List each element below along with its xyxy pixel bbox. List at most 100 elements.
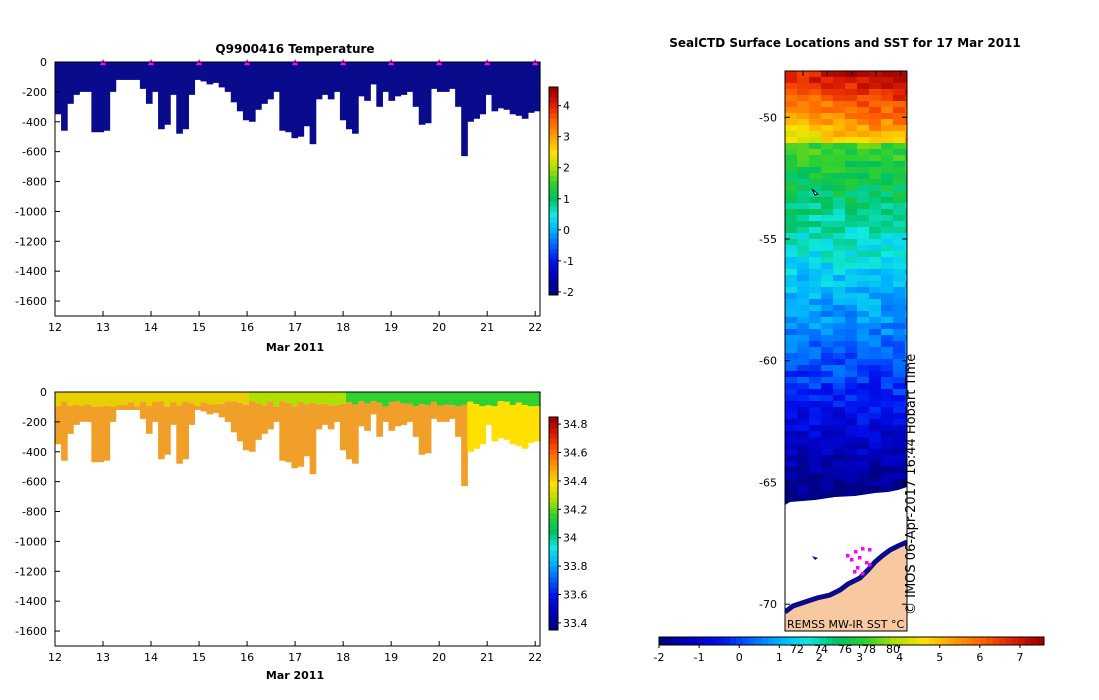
sst-cell [797, 77, 810, 84]
sst-cell [833, 173, 846, 180]
sst-cell [857, 119, 870, 126]
y-tick-label: -1600 [15, 625, 47, 638]
sst-cell [785, 473, 798, 480]
sst-cell [833, 347, 846, 354]
sst-cell [869, 119, 882, 126]
colorbar-segment [549, 191, 558, 197]
sst-cell [881, 401, 894, 408]
salinity-profile-bar [430, 401, 438, 419]
sst-cell [869, 131, 882, 138]
salinity-profile-bar [267, 401, 274, 430]
sst-cell [857, 161, 870, 168]
sst-cell [821, 389, 834, 396]
salinity-profile-bar [212, 404, 220, 413]
sst-cell [881, 197, 894, 204]
temperature-profile-bar [339, 62, 347, 121]
temperature-profile-bar [164, 62, 171, 125]
temperature-profile-bar [236, 62, 244, 112]
sst-cell [821, 431, 834, 438]
sst-cell [893, 197, 906, 204]
sst-cell [785, 449, 798, 456]
colorbar-segment [549, 97, 558, 104]
salinity-surface-layer [194, 392, 202, 407]
salinity-surface-layer [67, 392, 74, 406]
salinity-profile-bar [206, 404, 214, 415]
sst-cell [833, 389, 846, 396]
salinity-profile-bar [521, 405, 529, 449]
sst-cell [881, 281, 894, 288]
seal-location-marker [861, 547, 865, 551]
sst-colorbar-segment [909, 637, 917, 645]
sst-cell [893, 233, 906, 240]
salinity-surface-layer [255, 392, 262, 404]
sst-colorbar-segment [710, 637, 718, 645]
sst-cell [905, 173, 907, 180]
salinity-profile-bar [133, 406, 141, 410]
sst-cell [893, 323, 906, 330]
salinity-profile-bar [242, 404, 250, 451]
sst-cell [833, 431, 846, 438]
salinity-profile-bar [533, 406, 541, 442]
sst-cell [785, 209, 798, 216]
sst-cell [869, 437, 882, 444]
sst-cell [785, 119, 798, 126]
sst-cell [833, 149, 846, 156]
sst-colorbar-segment [697, 637, 705, 645]
sst-colorbar-segment [1018, 637, 1026, 645]
sst-cell [833, 197, 846, 204]
sst-cell [797, 293, 810, 300]
sst-cell [797, 221, 810, 228]
salinity-surface-layer [388, 392, 396, 403]
sst-colorbar-tick-label: 2 [816, 651, 823, 664]
colorbar-segment [549, 480, 558, 487]
sst-cell [905, 155, 907, 162]
sst-cell [905, 77, 907, 84]
sst-cell [821, 473, 834, 480]
sst-cell [809, 353, 822, 360]
salinity-surface-layer [176, 392, 183, 406]
sst-cell [821, 251, 834, 258]
sst-cell [857, 335, 870, 342]
sst-cell [809, 299, 822, 306]
x-tick-label: 12 [48, 321, 62, 334]
y-tick-label: 0 [40, 386, 47, 399]
sst-cell [797, 125, 810, 132]
salinity-profile-bar [303, 404, 311, 457]
sst-cell [833, 179, 846, 186]
salinity-surface-layer [303, 392, 311, 405]
sst-cell [881, 341, 894, 348]
sst-cell [869, 245, 882, 252]
sst-cell [845, 197, 858, 204]
colorbar-segment [549, 289, 558, 296]
colorbar-segment [549, 624, 558, 631]
sst-cell [845, 419, 858, 426]
sst-cell [797, 239, 810, 246]
sst-cell [893, 485, 906, 492]
secondary-tick-label: 80 [886, 643, 900, 656]
sst-cell [857, 209, 870, 216]
temperature-profile-bar [358, 62, 365, 97]
colorbar-segment [549, 159, 558, 166]
sst-cell [785, 137, 798, 144]
temperature-profile-bar [121, 62, 129, 80]
sst-cell [869, 449, 882, 456]
sst-cell [785, 317, 798, 324]
sst-cell [845, 437, 858, 444]
sst-cell [809, 467, 822, 474]
colorbar-tick-label: -1 [563, 255, 574, 268]
sst-colorbar-frame [658, 636, 1045, 646]
sst-cell [833, 425, 846, 432]
sst-cell [905, 209, 907, 216]
sst-cell [785, 497, 798, 504]
sst-colorbar-tick-label: 7 [1016, 651, 1023, 664]
sst-cell [881, 149, 894, 156]
sst-cell [893, 329, 906, 336]
sst-cell [845, 431, 858, 438]
sst-cell [797, 383, 810, 390]
sst-colorbar-segment [902, 637, 910, 645]
sst-cell [833, 167, 846, 174]
sst-cell [893, 113, 906, 120]
sst-cell [857, 173, 870, 180]
sst-cell [833, 383, 846, 390]
sst-cell [869, 275, 882, 282]
